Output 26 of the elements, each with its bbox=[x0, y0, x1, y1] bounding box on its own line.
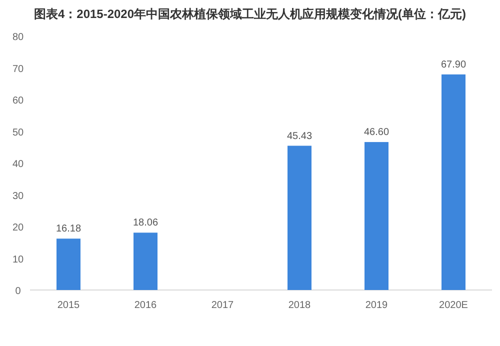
x-tick-label: 2017 bbox=[211, 300, 234, 311]
bar bbox=[442, 74, 466, 290]
x-tick-label: 2015 bbox=[57, 300, 80, 311]
bar bbox=[364, 142, 388, 290]
data-label: 46.60 bbox=[364, 127, 390, 138]
data-label: 16.18 bbox=[56, 224, 82, 235]
bar bbox=[134, 232, 158, 290]
y-tick-label: 20 bbox=[12, 222, 24, 234]
y-tick-label: 10 bbox=[12, 254, 24, 266]
y-tick-label: 50 bbox=[12, 127, 24, 138]
x-tick-label: 2020E bbox=[439, 300, 468, 311]
chart-title: 图表4：2015-2020年中国农林植保领域工业无人机应用规模变化情况(单位：亿元) bbox=[34, 7, 466, 21]
data-label: 67.90 bbox=[440, 59, 466, 70]
x-tick-label: 2018 bbox=[288, 300, 312, 311]
x-tick-label: 2019 bbox=[365, 300, 388, 311]
y-tick-label: 40 bbox=[12, 159, 24, 170]
y-tick-label: 60 bbox=[12, 96, 24, 106]
y-tick-label: 70 bbox=[12, 64, 24, 75]
bar bbox=[56, 238, 80, 290]
data-label: 45.43 bbox=[286, 130, 312, 142]
y-tick-label: 80 bbox=[12, 32, 24, 43]
data-label: 18.06 bbox=[132, 218, 158, 229]
x-tick-label: 2016 bbox=[134, 300, 158, 311]
bar bbox=[288, 146, 312, 290]
y-tick-label: 0 bbox=[15, 286, 22, 297]
y-tick-label: 30 bbox=[12, 190, 24, 202]
